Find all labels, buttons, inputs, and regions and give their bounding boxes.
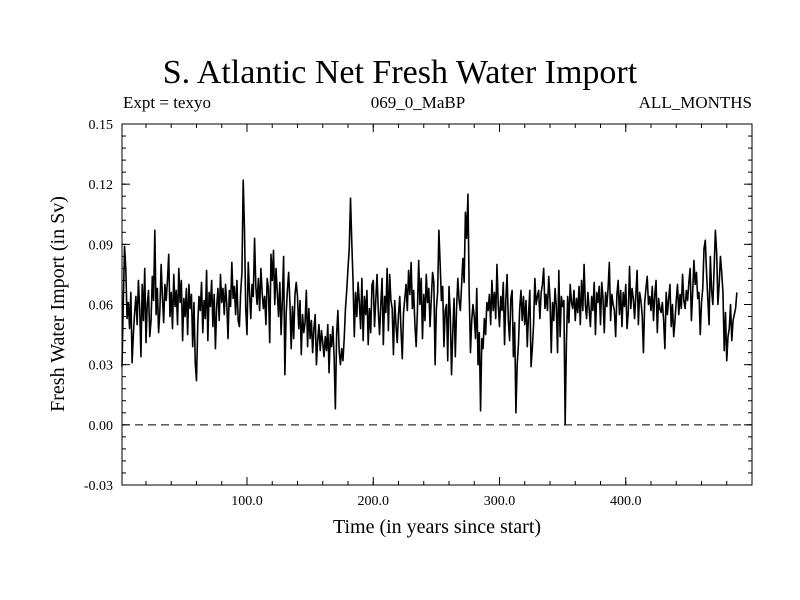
y-axis-label: Fresh Water Import (in Sv) bbox=[47, 196, 69, 412]
plot-area bbox=[121, 179, 752, 426]
fresh-water-import-line bbox=[121, 179, 738, 426]
y-tick-label: 0.06 bbox=[89, 299, 114, 314]
y-tick-label: 0.00 bbox=[89, 419, 114, 434]
x-tick-label: 400.0 bbox=[610, 494, 642, 509]
months-label: ALL_MONTHS bbox=[638, 93, 752, 112]
x-tick-label: 200.0 bbox=[357, 494, 389, 509]
y-tick-label: 0.12 bbox=[89, 178, 114, 193]
y-tick-label: 0.03 bbox=[89, 359, 114, 374]
y-tick-label: -0.03 bbox=[84, 479, 113, 494]
experiment-label: Expt = texyo bbox=[123, 93, 211, 112]
y-tick-label: 0.09 bbox=[89, 238, 114, 253]
x-axis-label: Time (in years since start) bbox=[333, 516, 541, 538]
chart-title: S. Atlantic Net Fresh Water Import bbox=[162, 54, 638, 91]
x-tick-label: 100.0 bbox=[231, 494, 263, 509]
run-label: 069_0_MaBP bbox=[370, 93, 466, 112]
axes: -0.03 0.00 0.03 0.06 0.09 0.12 0.15 100.0 200.0 3… bbox=[84, 118, 753, 509]
x-tick-label: 300.0 bbox=[484, 494, 516, 509]
y-tick-label: 0.15 bbox=[89, 118, 114, 133]
